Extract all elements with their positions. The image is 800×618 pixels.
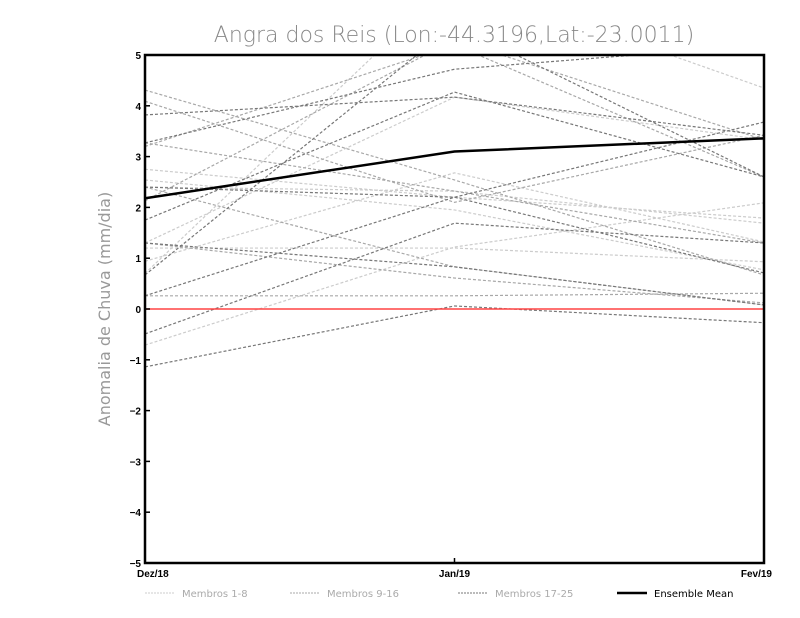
y-tick-label: −1 [130, 356, 142, 367]
member-line-0-5 [145, 247, 764, 263]
y-tick-label: −2 [130, 407, 142, 418]
member-line-1-7 [145, 292, 764, 297]
y-tick-label: −3 [130, 457, 142, 468]
x-tick-label: Jan/19 [439, 569, 471, 580]
y-tick-label: −4 [130, 508, 142, 519]
y-tick-label: 0 [135, 305, 141, 316]
member-line-0-1 [145, 55, 764, 274]
member-line-1-2 [145, 100, 764, 203]
member-line-0-6 [145, 179, 764, 271]
member-line-1-3 [145, 55, 764, 178]
x-tick-label: Dez/18 [137, 569, 169, 580]
y-axis-label: Anomalia de Chuva (mm/dia) [95, 192, 114, 426]
y-tick-label: −5 [130, 559, 142, 570]
member-line-2-5 [145, 121, 764, 297]
legend-label: Membros 17-25 [495, 589, 573, 600]
member-line-1-1 [145, 89, 764, 276]
member-line-2-8 [145, 96, 764, 136]
member-line-0-8 [145, 186, 764, 224]
legend-label: Membros 9-16 [327, 589, 399, 600]
member-line-2-4 [145, 305, 764, 368]
member-line-1-8 [145, 186, 764, 306]
member-line-1-5 [145, 55, 764, 202]
y-tick-label: 4 [135, 102, 141, 113]
member-line-0-2 [145, 96, 764, 244]
member-line-0-7 [145, 172, 764, 262]
legend-label: Membros 1-8 [182, 589, 248, 600]
member-line-2-7 [145, 186, 764, 274]
member-line-2-3 [145, 222, 764, 335]
member-line-0-3 [145, 202, 764, 346]
ensemble-mean-line [145, 137, 764, 200]
legend-label: Ensemble Mean [654, 589, 733, 600]
x-tick-label: Fev/19 [741, 569, 773, 580]
y-tick-label: 5 [135, 51, 141, 62]
chart-title: Angra dos Reis (Lon:-44.3196,Lat:-23.001… [214, 23, 694, 48]
member-line-1-4 [145, 242, 764, 304]
member-line-2-9 [145, 55, 764, 276]
y-tick-label: 3 [135, 153, 141, 164]
y-tick-label: 2 [135, 203, 141, 214]
member-line-2-6 [145, 242, 764, 306]
member-line-2-2 [145, 91, 764, 221]
member-line-2-1 [145, 55, 643, 144]
y-tick-label: 1 [135, 254, 141, 265]
member-line-1-6 [145, 142, 764, 244]
member-line-0-4 [145, 168, 764, 219]
